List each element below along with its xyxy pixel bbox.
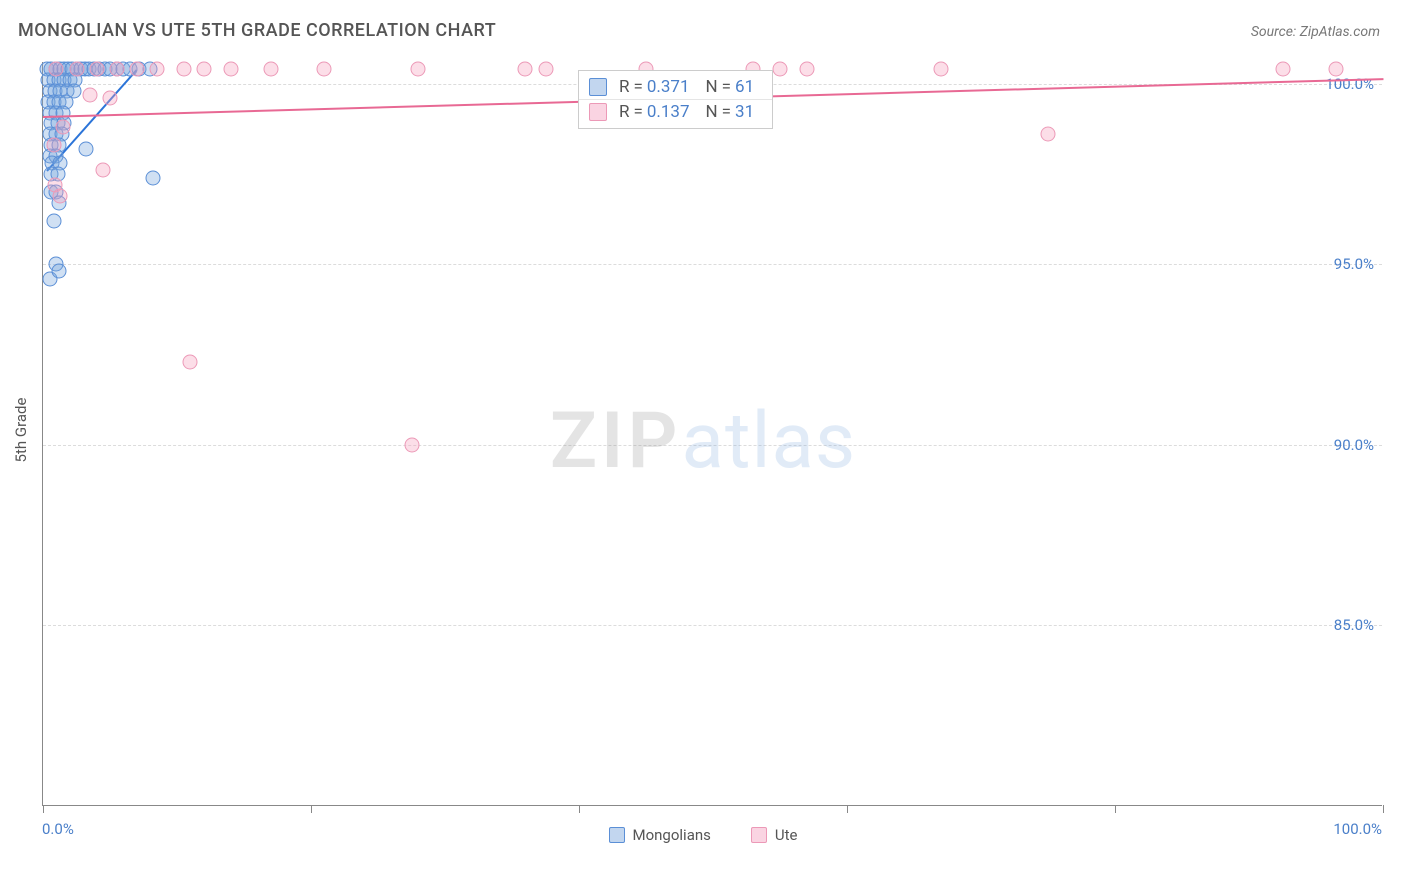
data-point [411,62,426,77]
data-point [263,62,278,77]
data-point [518,62,533,77]
data-point [183,354,198,369]
equals-sign: = [633,102,642,122]
gridline [43,445,1382,446]
n-value: 31 [735,102,754,122]
data-point [103,91,118,106]
data-point [52,264,67,279]
y-tick-label: 90.0% [1334,436,1374,454]
y-axis-label: 5th Grade [12,398,30,463]
data-point [933,62,948,77]
data-point [317,62,332,77]
x-tick [1383,805,1384,813]
legend-label: Mongolians [633,826,711,844]
data-point [69,62,84,77]
data-point [96,163,111,178]
n-label: N [706,102,718,122]
data-point [149,62,164,77]
data-point [1329,62,1344,77]
data-point [404,437,419,452]
data-point [129,62,144,77]
n-label: N [706,77,718,97]
r-value: 0.371 [647,77,690,97]
x-tick-label-100: 100.0% [1333,820,1382,838]
y-tick-label: 100.0% [1325,75,1374,93]
r-label: R [619,77,629,97]
data-point [176,62,191,77]
equals-sign: = [722,77,731,97]
source-attribution: Source: ZipAtlas.com [1251,24,1380,40]
x-tick [847,805,848,813]
data-point [799,62,814,77]
gridline [43,625,1382,626]
data-point [145,170,160,185]
data-point [196,62,211,77]
x-tick [311,805,312,813]
r-value: 0.137 [647,102,690,122]
data-point [56,120,71,135]
data-point [82,87,97,102]
data-point [46,138,61,153]
x-tick [43,805,44,813]
data-point [538,62,553,77]
n-value: 61 [735,77,754,97]
legend-row-ute: R = 0.137 N = 31 [579,99,772,124]
data-point [773,62,788,77]
swatch-icon [589,103,607,121]
legend-item-ute: Ute [751,826,798,844]
data-point [109,62,124,77]
y-tick-label: 85.0% [1334,616,1374,634]
data-point [53,188,68,203]
swatch-icon [589,78,607,96]
series-legend: Mongolians Ute [0,826,1406,844]
data-point [46,213,61,228]
data-point [1041,127,1056,142]
legend-row-mongolians: R = 0.371 N = 61 [579,75,772,99]
data-point [78,141,93,156]
gridline [43,264,1382,265]
equals-sign: = [633,77,642,97]
y-tick-label: 95.0% [1334,255,1374,273]
x-tick [579,805,580,813]
data-point [49,62,64,77]
equals-sign: = [722,102,731,122]
swatch-icon [751,827,767,843]
legend-item-mongolians: Mongolians [609,826,711,844]
correlation-legend: R = 0.371 N = 61 R = 0.137 N = 31 [578,70,773,129]
r-label: R [619,102,629,122]
x-tick-label-0: 0.0% [42,820,74,838]
data-point [89,62,104,77]
data-point [1275,62,1290,77]
chart-container: MONGOLIAN VS UTE 5TH GRADE CORRELATION C… [0,0,1406,892]
swatch-icon [609,827,625,843]
legend-label: Ute [775,826,798,844]
plot-area: 85.0% 90.0% 95.0% 100.0% [42,62,1382,806]
data-point [223,62,238,77]
x-tick [1115,805,1116,813]
chart-title: MONGOLIAN VS UTE 5TH GRADE CORRELATION C… [18,20,496,41]
